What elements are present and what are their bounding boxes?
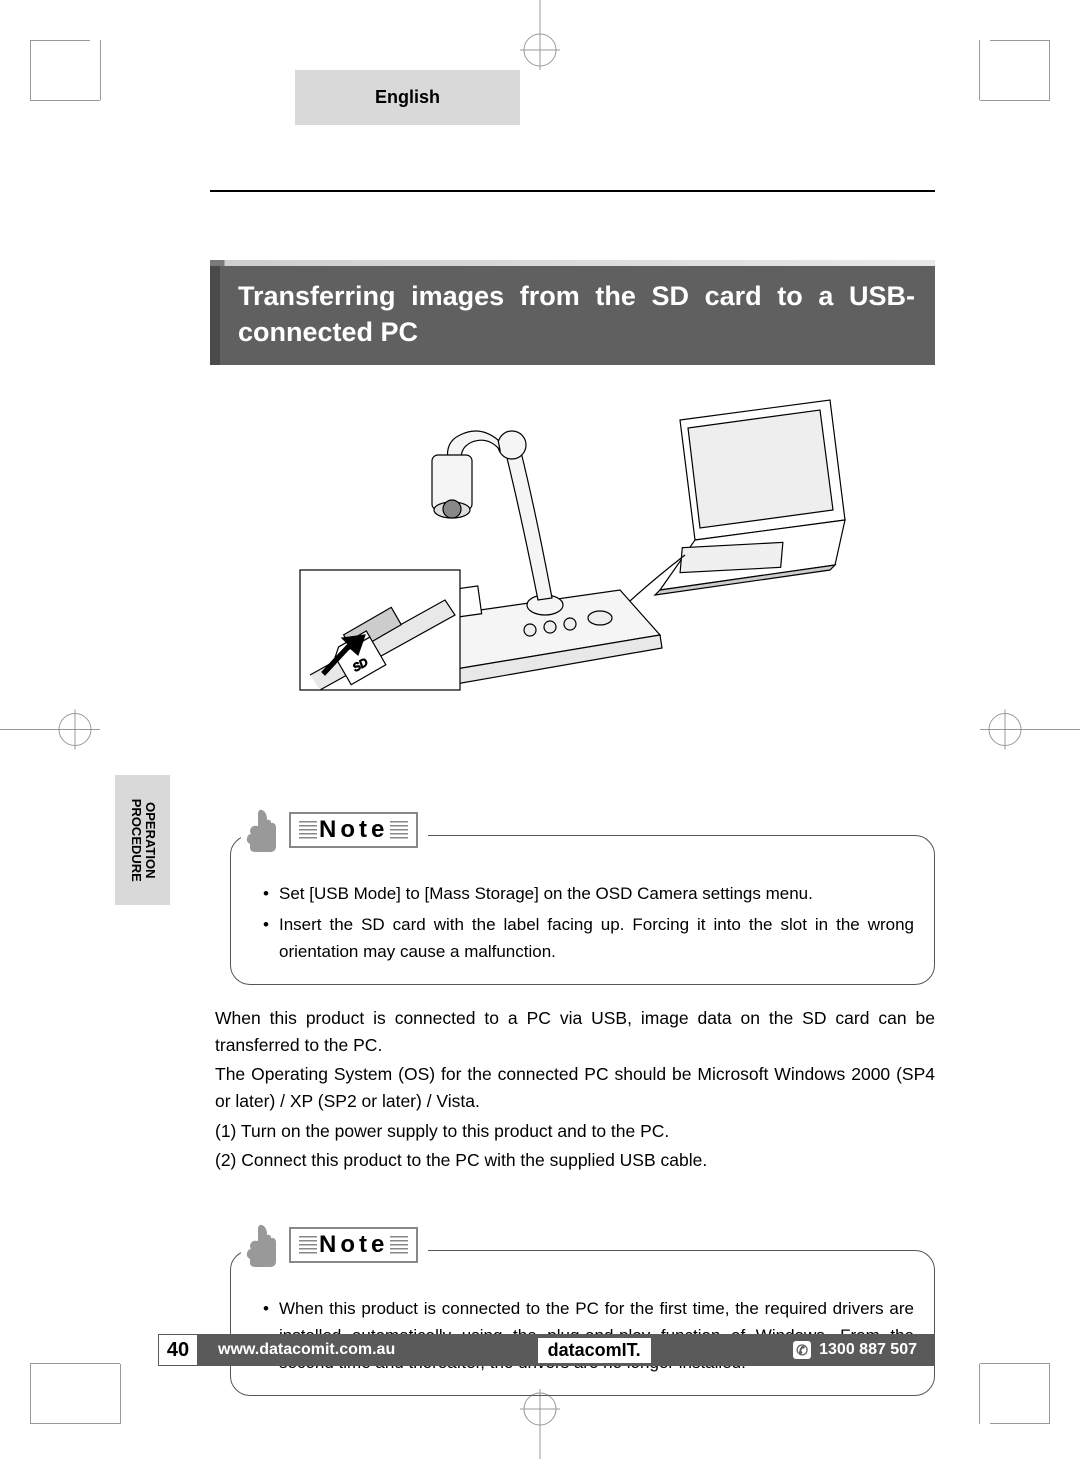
note-label-2: Note — [241, 1221, 428, 1269]
note-box-1: Note Set [USB Mode] to [Mass Storage] on… — [230, 835, 935, 985]
top-divider — [210, 190, 935, 192]
body-text: When this product is connected to a PC v… — [215, 1005, 935, 1176]
side-tab-line2: PROCEDURE — [129, 798, 144, 881]
footer-url: www.datacomit.com.au — [218, 1341, 395, 1359]
page-footer: 40 www.datacomit.com.au datacomIT. ✆ 130… — [158, 1334, 935, 1366]
registration-mark-bottom — [515, 1389, 565, 1464]
page-number: 40 — [158, 1334, 198, 1366]
footer-phone: ✆ 1300 887 507 — [793, 1341, 935, 1359]
footer-logo: datacomIT. — [538, 1338, 651, 1363]
note1-item-1: Insert the SD card with the label facing… — [263, 911, 914, 965]
body-p4: (2) Connect this product to the PC with … — [215, 1147, 935, 1174]
note-box-2: Note When this product is connected to t… — [230, 1250, 935, 1396]
note1-item-0: Set [USB Mode] to [Mass Storage] on the … — [263, 880, 914, 907]
side-section-tab: OPERATION PROCEDURE — [115, 775, 170, 905]
phone-icon: ✆ — [793, 1341, 811, 1359]
note-word-2: Note — [317, 1231, 390, 1259]
footer-phone-number: 1300 887 507 — [819, 1341, 917, 1359]
note-word-1: Note — [317, 816, 390, 844]
pointing-hand-icon — [241, 1221, 283, 1269]
note-list-1: Set [USB Mode] to [Mass Storage] on the … — [263, 880, 914, 966]
registration-mark-right — [980, 705, 1080, 760]
note-label-1: Note — [241, 806, 428, 854]
section-heading: Transferring images from the SD card to … — [210, 260, 935, 365]
language-tab-label: English — [375, 87, 440, 108]
registration-mark-top — [515, 0, 565, 75]
registration-mark-left — [0, 705, 100, 760]
language-tab: English — [295, 70, 520, 125]
body-p2: The Operating System (OS) for the connec… — [215, 1061, 935, 1115]
product-diagram: SD — [290, 390, 850, 730]
body-p1: When this product is connected to a PC v… — [215, 1005, 935, 1059]
section-heading-text: Transferring images from the SD card to … — [210, 266, 935, 365]
pointing-hand-icon — [241, 806, 283, 854]
body-p3: (1) Turn on the power supply to this pro… — [215, 1118, 935, 1145]
side-tab-line1: OPERATION — [143, 802, 158, 878]
